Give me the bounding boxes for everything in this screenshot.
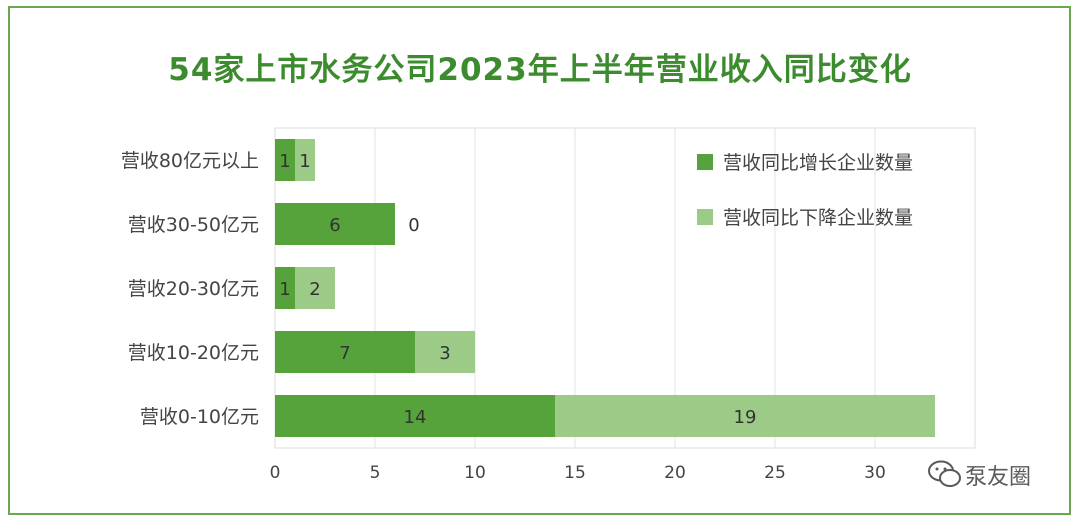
data-label: 1 bbox=[279, 151, 290, 172]
data-label: 3 bbox=[439, 343, 450, 364]
y-category-label: 营收20-30亿元 bbox=[128, 278, 259, 300]
data-label: 1 bbox=[279, 279, 290, 300]
x-tick-label: 0 bbox=[270, 463, 281, 483]
bar-decrease bbox=[555, 395, 935, 437]
bar-increase bbox=[275, 203, 395, 245]
data-label: 14 bbox=[404, 407, 427, 428]
bar-decrease bbox=[295, 139, 315, 181]
x-tick-label: 25 bbox=[764, 463, 786, 483]
bar-increase bbox=[275, 395, 555, 437]
bar-decrease bbox=[415, 331, 475, 373]
chart-title: 54家上市水务公司2023年上半年营业收入同比变化 bbox=[168, 52, 912, 88]
y-category-label: 营收0-10亿元 bbox=[140, 406, 259, 428]
bar-increase bbox=[275, 267, 295, 309]
watermark: 泵友圈 bbox=[925, 457, 1055, 491]
data-label: 19 bbox=[734, 407, 757, 428]
data-label: 6 bbox=[329, 215, 340, 236]
x-tick-label: 30 bbox=[864, 463, 886, 483]
legend-label: 营收同比下降企业数量 bbox=[723, 207, 913, 229]
legend-swatch bbox=[697, 154, 713, 170]
x-tick-label: 10 bbox=[464, 463, 486, 483]
data-label: 7 bbox=[339, 343, 350, 364]
y-category-label: 营收30-50亿元 bbox=[128, 214, 259, 236]
legend-label: 营收同比增长企业数量 bbox=[723, 152, 913, 174]
x-tick-label: 15 bbox=[564, 463, 586, 483]
data-label: 1 bbox=[299, 151, 310, 172]
data-label: 0 bbox=[408, 215, 419, 236]
legend-swatch bbox=[697, 209, 713, 225]
x-tick-label: 5 bbox=[370, 463, 381, 483]
data-label: 2 bbox=[309, 279, 320, 300]
x-tick-label: 20 bbox=[664, 463, 686, 483]
wechat-icon bbox=[928, 460, 961, 487]
bar-increase bbox=[275, 331, 415, 373]
bar-decrease bbox=[295, 267, 335, 309]
y-category-label: 营收10-20亿元 bbox=[128, 342, 259, 364]
watermark-text: 泵友圈 bbox=[965, 465, 1032, 490]
bar-increase bbox=[275, 139, 295, 181]
y-category-label: 营收80亿元以上 bbox=[121, 150, 259, 172]
